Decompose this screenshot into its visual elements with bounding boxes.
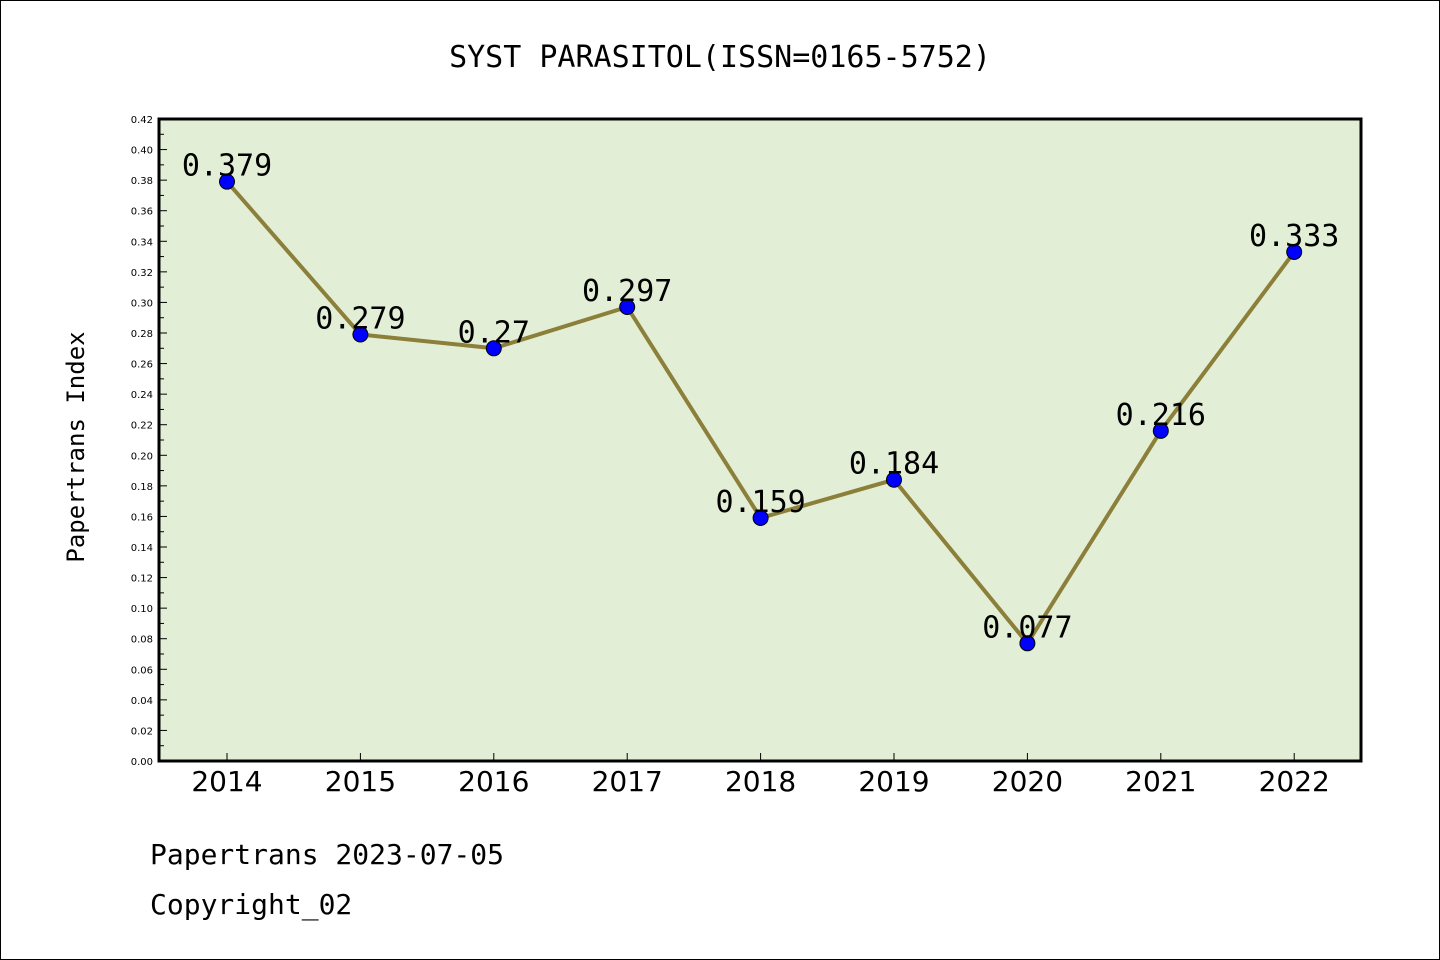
data-point [752, 509, 769, 526]
y-tick-label: 0.16 [131, 512, 153, 523]
data-point [1286, 243, 1303, 260]
y-tick-label: 0.42 [131, 115, 153, 126]
x-tick-label: 2017 [592, 765, 663, 798]
y-tick-label: 0.20 [131, 451, 153, 462]
y-tick-label: 0.30 [131, 298, 153, 309]
data-label: 0.333 [1249, 219, 1339, 254]
y-tick-label: 0.12 [131, 574, 153, 585]
data-label: 0.077 [982, 610, 1072, 645]
data-label: 0.279 [315, 302, 405, 337]
data-point [352, 326, 369, 343]
data-label: 0.27 [458, 315, 530, 350]
y-tick-label: 0.40 [131, 146, 153, 157]
x-tick-label: 2022 [1259, 765, 1330, 798]
y-tick-label: 0.18 [131, 482, 153, 493]
footer-date: Papertrans 2023-07-05 [150, 838, 504, 871]
chart-title: SYST PARASITOL(ISSN=0165-5752) [449, 40, 991, 75]
footer-copyright: Copyright_02 [150, 888, 352, 922]
data-label: 0.159 [715, 485, 805, 520]
y-tick-label: 0.34 [131, 237, 153, 248]
x-tick-label: 2014 [191, 765, 262, 798]
data-points [219, 173, 1303, 652]
data-point [1152, 422, 1169, 439]
data-point [485, 340, 502, 357]
data-label: 0.379 [182, 149, 272, 184]
data-point [619, 299, 636, 316]
x-tick-label: 2020 [992, 765, 1063, 798]
x-tick-label: 2015 [325, 765, 396, 798]
x-tick-label: 2019 [858, 765, 929, 798]
x-tick-label: 2021 [1125, 765, 1196, 798]
y-tick-label: 0.04 [131, 696, 153, 707]
y-tick-label: 0.02 [131, 726, 153, 737]
data-point [886, 471, 902, 488]
x-tick-label: 2016 [458, 765, 529, 798]
y-tick-label: 0.06 [131, 665, 153, 676]
y-tick-label: 0.10 [131, 604, 153, 615]
plot-border [157, 117, 1363, 763]
data-label: 0.297 [582, 274, 672, 309]
data-label: 0.216 [1116, 398, 1206, 433]
y-axis-label: Papertrans Index [62, 331, 90, 562]
y-tick-label: 0.22 [131, 421, 153, 432]
y-tick-label: 0.36 [131, 207, 153, 218]
y-tick-label: 0.28 [131, 329, 153, 340]
plot-area [159, 119, 1361, 761]
y-tick-label: 0.14 [131, 543, 153, 554]
data-labels: 0.379 0.279 0.27 0.297 0.159 0.184 0.077 0.216 0… [182, 149, 1340, 646]
y-tick-label: 0.32 [131, 268, 153, 279]
y-tick-label: 0.00 [131, 757, 153, 768]
data-point [219, 173, 235, 190]
data-label: 0.184 [849, 447, 939, 482]
x-tick-label: 2018 [725, 765, 796, 798]
data-point [1019, 635, 1036, 652]
y-tick-label: 0.08 [131, 635, 153, 646]
y-tick-label: 0.26 [131, 360, 153, 371]
axis-ticks: 0.00 0.02 0.04 0.06 0.08 0.10 0.12 0.14 0.16 0.18… [131, 115, 1330, 798]
y-tick-label: 0.38 [131, 176, 153, 187]
y-tick-label: 0.24 [131, 390, 153, 401]
